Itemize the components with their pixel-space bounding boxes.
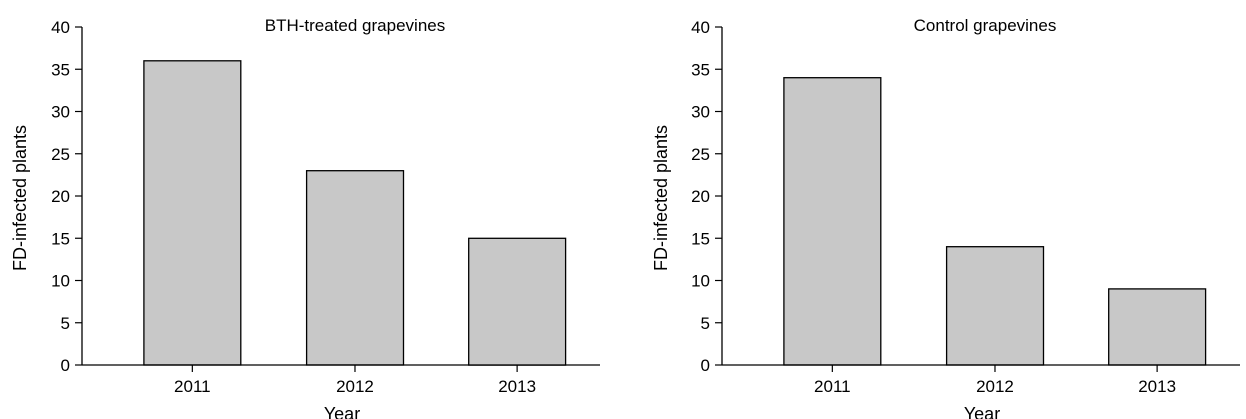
- y-tick-label: 15: [51, 229, 70, 248]
- x-tick-label: 2011: [814, 377, 851, 396]
- y-tick-label: 5: [61, 314, 70, 333]
- y-tick-label: 25: [51, 145, 70, 164]
- y-tick-label: 15: [691, 229, 710, 248]
- y-tick-label: 20: [51, 187, 70, 206]
- chart-panel-2: Control grapevines 0 5 10 15 20 25 30 35 40 2011 20…: [651, 16, 1240, 419]
- y-tick-label: 40: [51, 18, 70, 37]
- y-axis-title: FD-infected plants: [10, 125, 30, 271]
- y-tick-label: 35: [691, 60, 710, 79]
- bar-2012: [307, 171, 404, 365]
- x-tick-label: 2012: [976, 377, 1014, 396]
- y-tick-label: 40: [691, 18, 710, 37]
- y-tick-label: 35: [51, 60, 70, 79]
- bar-2011: [144, 61, 241, 365]
- y-tick-label: 0: [61, 356, 70, 375]
- chart-title: Control grapevines: [914, 16, 1057, 35]
- y-axis-title: FD-infected plants: [651, 125, 671, 271]
- y-tick-label: 5: [701, 314, 710, 333]
- x-axis-title: Year: [324, 404, 360, 419]
- y-tick-label: 0: [701, 356, 710, 375]
- y-tick-label: 30: [691, 103, 710, 122]
- bar-2013: [469, 238, 566, 365]
- y-tick-label: 30: [51, 103, 70, 122]
- x-tick-label: 2013: [498, 377, 536, 396]
- bar-2011: [784, 78, 881, 365]
- chart-panel-1: BTH-treated grapevines 0 5 10 15 20 25 30 35 40 20…: [10, 16, 600, 419]
- y-tick-label: 25: [691, 145, 710, 164]
- x-tick-label: 2011: [174, 377, 211, 396]
- y-tick-label: 10: [51, 272, 70, 291]
- x-tick-label: 2013: [1138, 377, 1176, 396]
- bar-2013: [1109, 289, 1206, 365]
- y-tick-label: 20: [691, 187, 710, 206]
- x-tick-label: 2012: [336, 377, 374, 396]
- x-axis-title: Year: [964, 404, 1000, 419]
- y-tick-label: 10: [691, 272, 710, 291]
- chart-title: BTH-treated grapevines: [265, 16, 445, 35]
- bar-2012: [947, 247, 1044, 365]
